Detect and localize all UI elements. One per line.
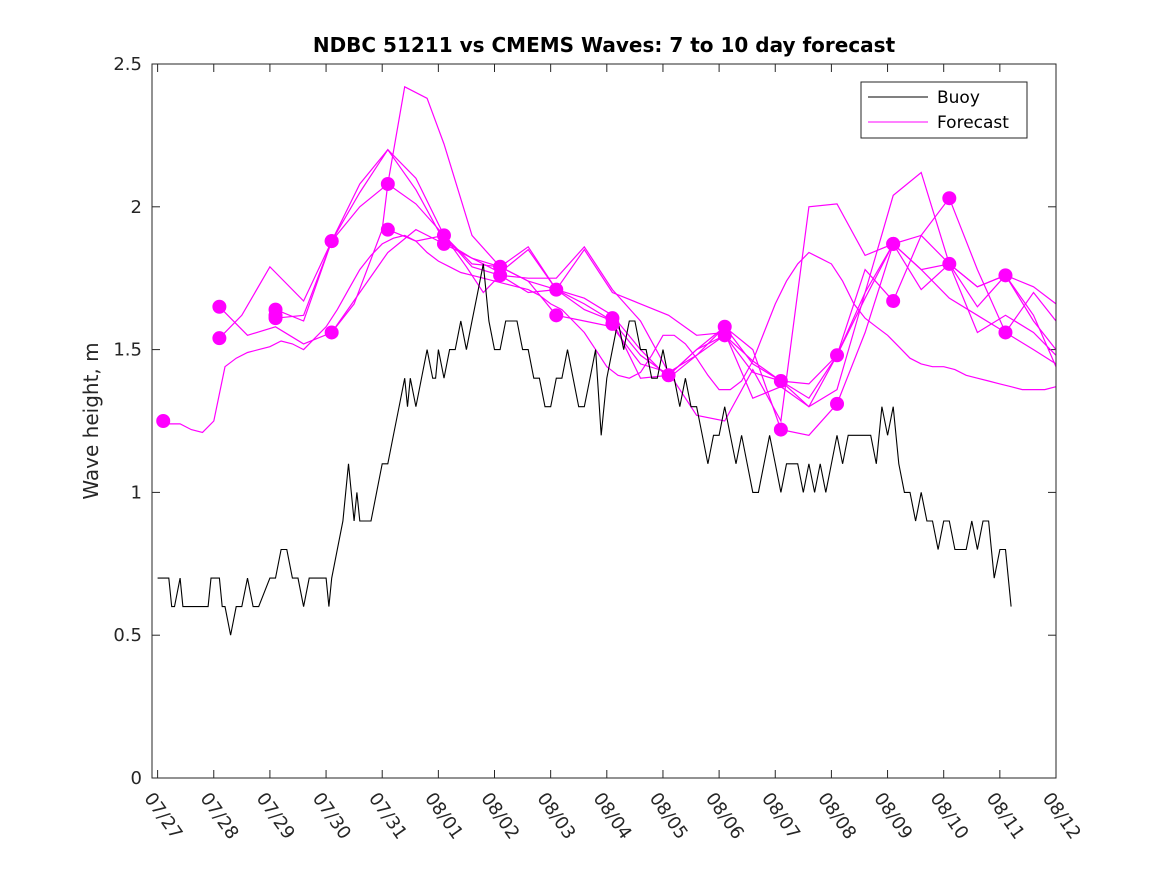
forecast-marker	[380, 176, 395, 191]
y-axis-label: Wave height, m	[79, 342, 103, 499]
forecast-marker	[773, 374, 788, 389]
forecast-marker	[998, 268, 1013, 283]
y-tick-label: 1.5	[113, 340, 142, 361]
buoy-line	[157, 263, 1012, 636]
forecast-marker	[998, 325, 1013, 340]
forecast-marker	[324, 234, 339, 249]
y-tick-label: 0.5	[113, 625, 142, 646]
y-tick-label: 0	[131, 768, 142, 789]
y-tick-label: 2.5	[113, 54, 142, 75]
forecast-marker	[212, 299, 227, 314]
y-axis-ticks: 0 0.5 1 1.5 2 2.5	[113, 54, 1056, 789]
chart-title: NDBC 51211 vs CMEMS Waves: 7 to 10 day f…	[313, 33, 896, 57]
chart-legend: Buoy Forecast	[860, 81, 1028, 139]
forecast-line-1	[157, 234, 1057, 434]
forecast-marker	[156, 414, 171, 428]
forecast-marker	[605, 316, 620, 331]
forecast-marker	[717, 328, 732, 343]
forecast-marker	[268, 308, 283, 323]
forecast-marker	[549, 282, 564, 297]
forecast-marker	[324, 325, 339, 340]
forecast-line-3	[218, 183, 1057, 385]
legend-box	[860, 81, 1028, 139]
forecast-marker	[886, 236, 901, 251]
plot-area	[152, 64, 1056, 778]
forecast-line-6	[331, 85, 1057, 408]
forecast-marker	[886, 294, 901, 309]
forecast-markers	[156, 176, 1013, 437]
y-tick-label: 2	[131, 197, 142, 218]
forecast-marker	[436, 236, 451, 251]
forecast-marker	[380, 222, 395, 237]
legend-label-buoy: Buoy	[937, 88, 980, 108]
forecast-marker	[942, 191, 957, 206]
forecast-marker	[773, 422, 788, 437]
forecast-marker	[212, 331, 227, 346]
forecast-marker	[493, 268, 508, 283]
forecast-marker	[830, 348, 845, 363]
legend-label-forecast: Forecast	[937, 113, 1009, 133]
forecast-marker	[549, 308, 564, 323]
y-tick-label: 1	[131, 482, 142, 503]
forecast-marker	[830, 396, 845, 411]
forecast-marker	[942, 256, 957, 271]
plot-frame	[151, 63, 1057, 779]
forecast-marker	[661, 368, 676, 383]
